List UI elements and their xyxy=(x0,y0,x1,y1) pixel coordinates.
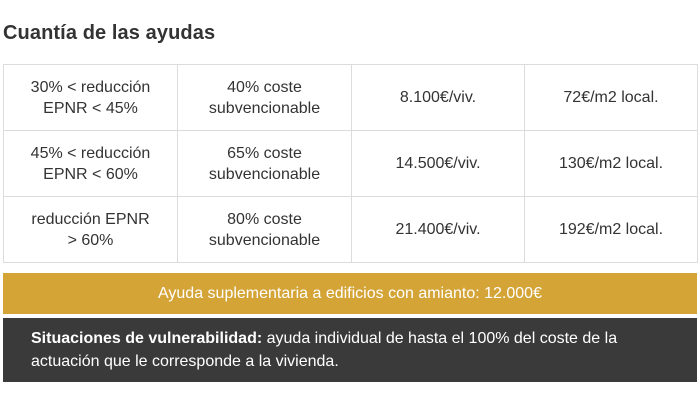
per-dwelling-cell: 14.500€/viv. xyxy=(351,130,525,197)
table-row: 45% < reducción EPNR < 60% 65% coste sub… xyxy=(3,130,698,197)
cost-line-2: subvencionable xyxy=(208,99,321,117)
cost-cell: 80% coste subvencionable xyxy=(177,196,352,263)
table-row: 30% < reducción EPNR < 45% 40% coste sub… xyxy=(3,64,698,131)
aid-table: 30% < reducción EPNR < 45% 40% coste sub… xyxy=(3,64,698,263)
reduction-line-1: reducción EPNR xyxy=(31,210,150,228)
per-m2-cell: 130€/m2 local. xyxy=(524,130,698,197)
reduction-cell: reducción EPNR > 60% xyxy=(3,196,178,263)
reduction-line-2: EPNR < 60% xyxy=(43,165,138,183)
cost-line-2: subvencionable xyxy=(208,165,321,183)
per-m2-cell: 72€/m2 local. xyxy=(524,64,698,131)
cost-line-1: 65% coste xyxy=(227,144,302,162)
reduction-line-2: EPNR < 45% xyxy=(43,99,138,117)
cost-line-2: subvencionable xyxy=(208,231,321,249)
page-title: Cuantía de las ayudas xyxy=(3,22,216,44)
cost-cell: 65% coste subvencionable xyxy=(177,130,352,197)
reduction-line-2: > 60% xyxy=(67,231,114,249)
amianto-text: Ayuda suplementaria a edificios con amia… xyxy=(158,284,542,302)
per-dwelling-cell: 8.100€/viv. xyxy=(351,64,525,131)
vulnerability-banner: Situaciones de vulnerabilidad: ayuda ind… xyxy=(3,318,697,382)
reduction-line-1: 30% < reducción xyxy=(30,78,151,96)
cost-line-1: 40% coste xyxy=(227,78,302,96)
reduction-cell: 30% < reducción EPNR < 45% xyxy=(3,64,178,131)
vulnerability-label: Situaciones de vulnerabilidad: xyxy=(31,330,263,347)
vulnerability-text: ayuda individual de hasta el 100% del co… xyxy=(31,330,618,370)
cost-line-1: 80% coste xyxy=(227,210,302,228)
amianto-banner: Ayuda suplementaria a edificios con amia… xyxy=(3,273,697,314)
reduction-line-1: 45% < reducción xyxy=(30,144,151,162)
per-m2-cell: 192€/m2 local. xyxy=(524,196,698,263)
per-dwelling-cell: 21.400€/viv. xyxy=(351,196,525,263)
table-row: reducción EPNR > 60% 80% coste subvencio… xyxy=(3,196,698,263)
cost-cell: 40% coste subvencionable xyxy=(177,64,352,131)
reduction-cell: 45% < reducción EPNR < 60% xyxy=(3,130,178,197)
